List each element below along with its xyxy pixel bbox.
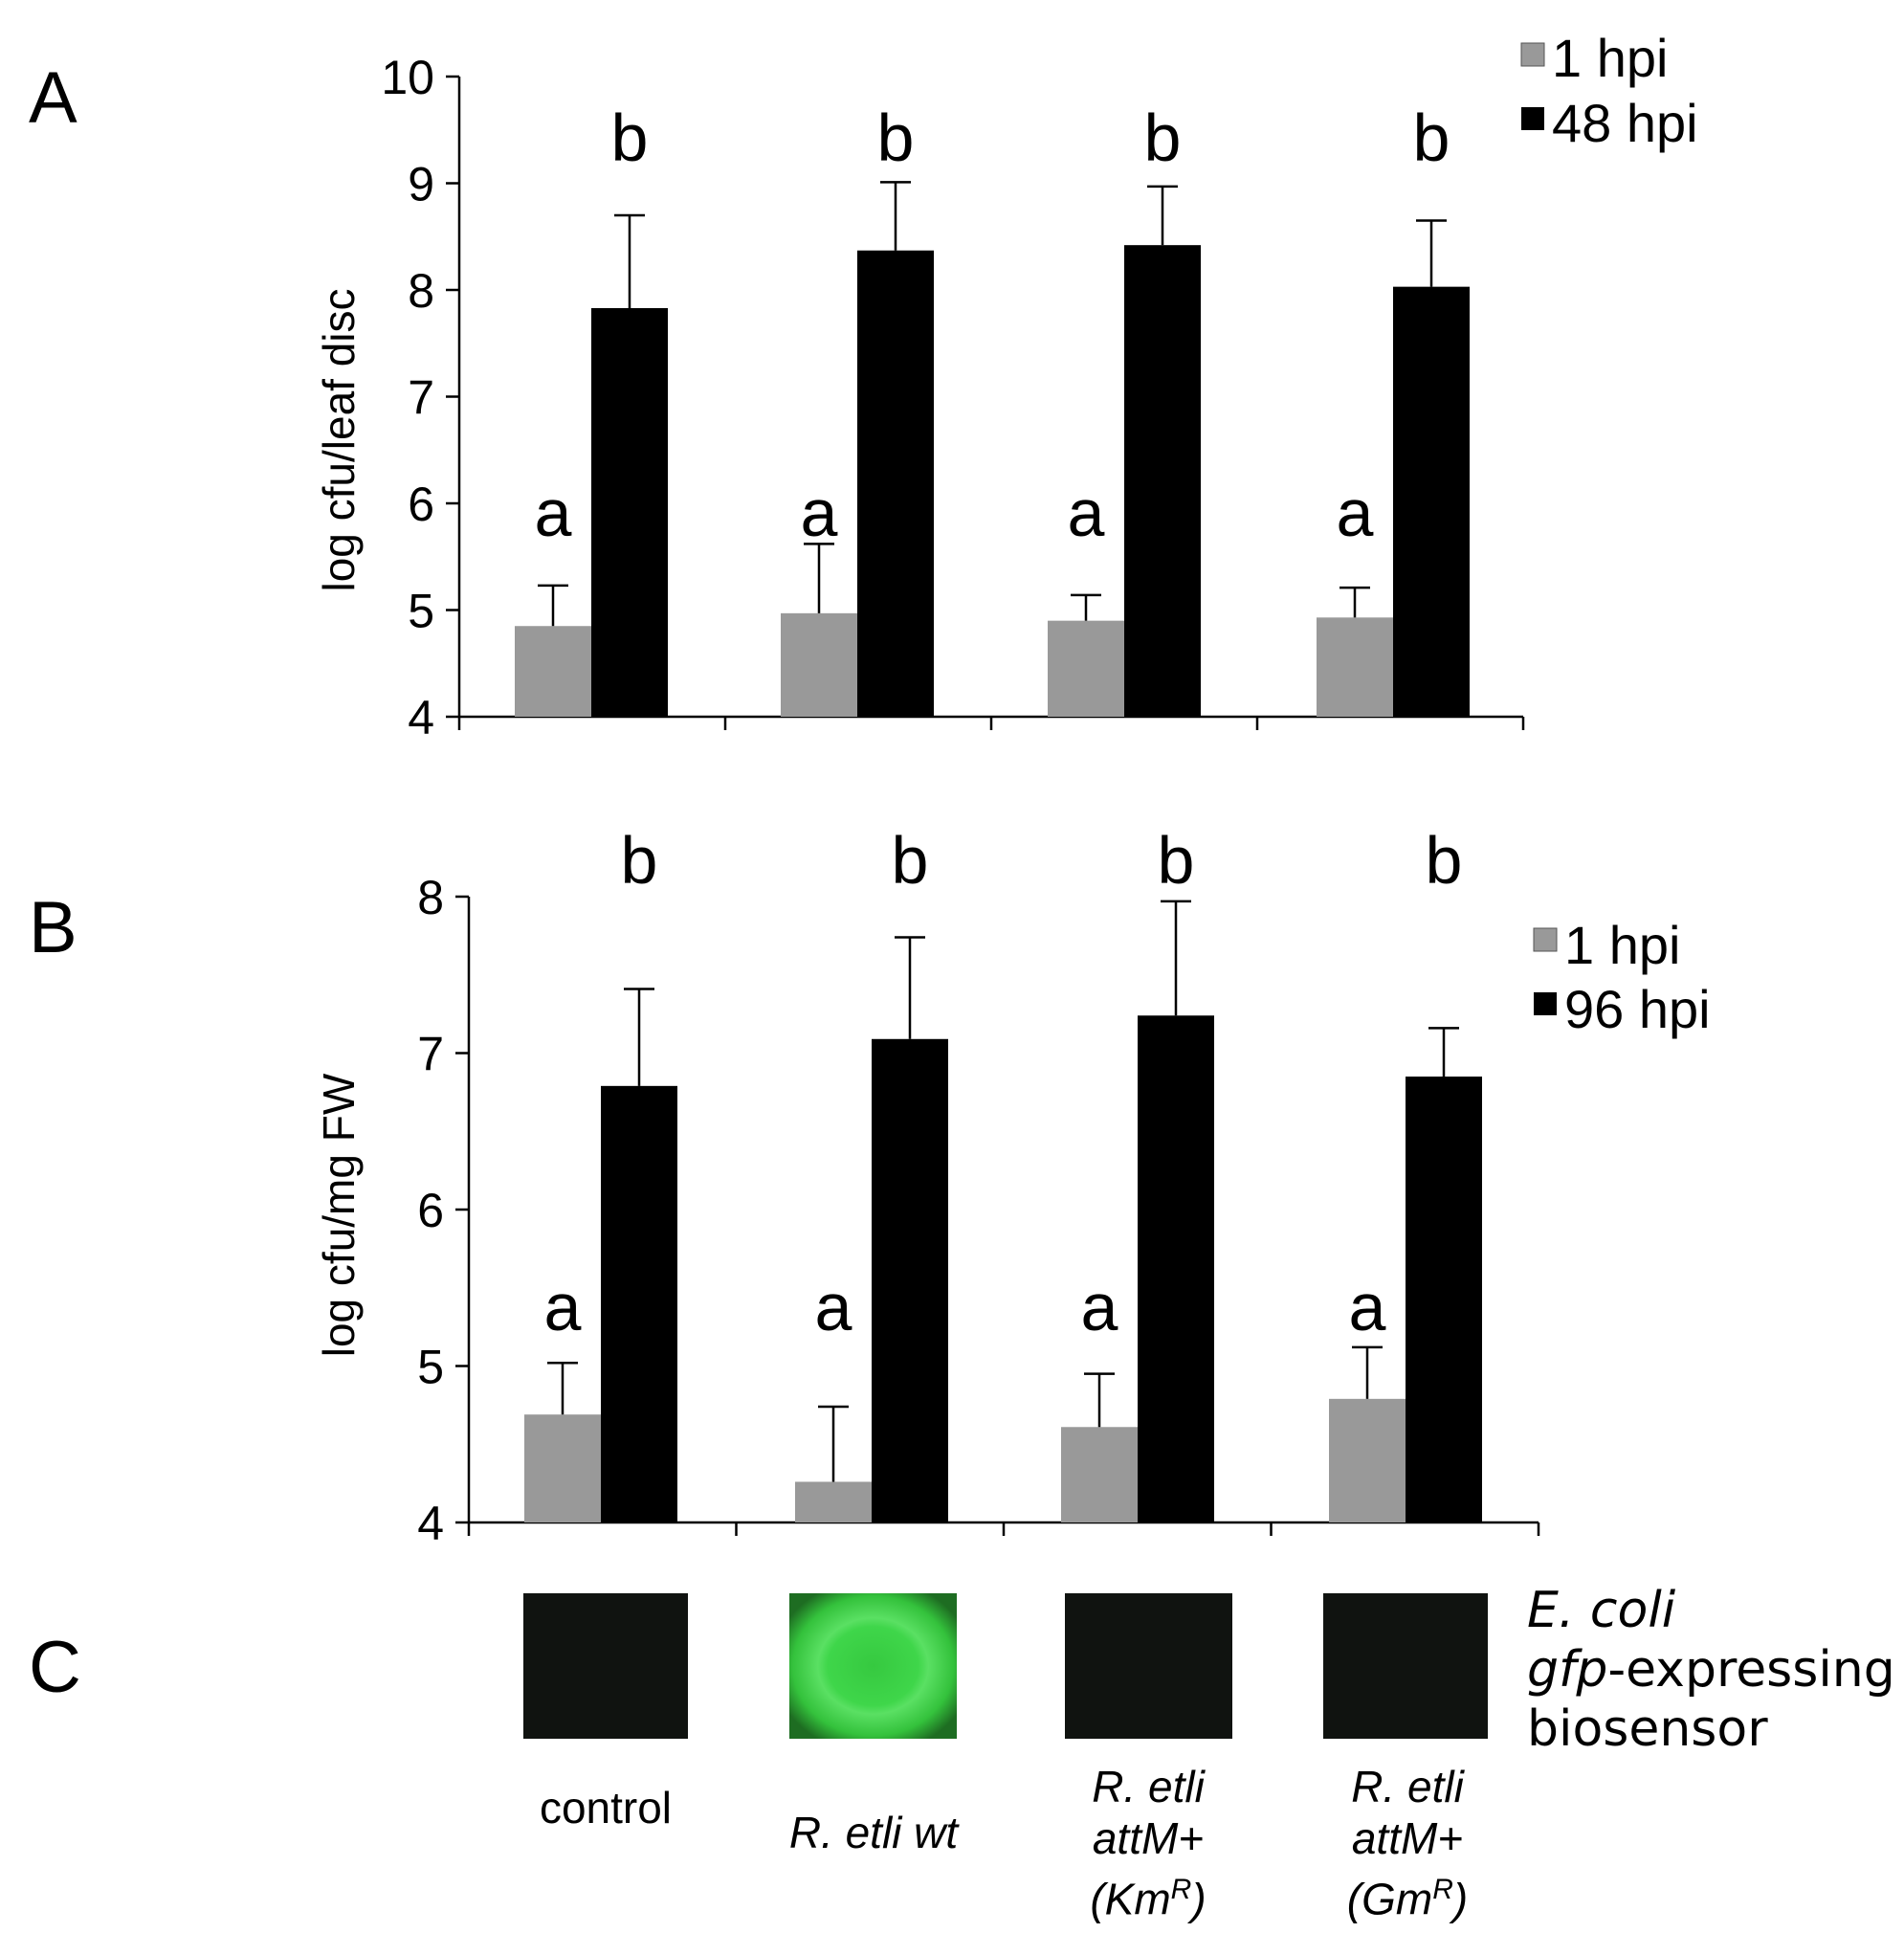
- biosensor-line-2-rest: -expressing: [1607, 1641, 1895, 1699]
- panel-letter-c: C: [29, 1627, 81, 1708]
- label-gm-line-2: attM+: [1351, 1813, 1464, 1863]
- bar-a-s2-g3: [1124, 245, 1201, 717]
- bar-b-s1-g3: [1061, 1427, 1138, 1522]
- bar-a-s1-g3: [1048, 620, 1124, 717]
- plate-control: [523, 1593, 688, 1739]
- bar-b-s2-g1: [601, 1085, 677, 1522]
- sig-letter-a-s2-g2: b: [877, 100, 915, 175]
- y-tick-label-a-7: 7: [408, 371, 434, 425]
- legend-label-a-1: 1 hpi: [1552, 28, 1668, 88]
- label-km-line-3: (KmR): [1024, 1864, 1273, 1924]
- biosensor-line-3: biosensor: [1527, 1700, 1768, 1758]
- legend-swatch-a-2: [1521, 107, 1544, 130]
- label-gm: R. etli attM+ (GmR): [1283, 1761, 1532, 1924]
- label-control: control: [481, 1782, 730, 1833]
- label-km-line-2: attM+: [1092, 1813, 1205, 1863]
- sig-letter-b-s2-g3: b: [1158, 823, 1195, 898]
- plate-wt-gfp: [789, 1593, 957, 1739]
- label-km-line-3-post: ): [1191, 1874, 1207, 1924]
- legend-label-b-2: 96 hpi: [1564, 979, 1711, 1039]
- label-wt-text: R. etli wt: [788, 1808, 959, 1857]
- y-tick-label-a-5: 5: [408, 585, 434, 638]
- bar-a-s1-g2: [781, 612, 857, 717]
- y-tick-label-b-7: 7: [417, 1028, 444, 1081]
- y-tick-label-a-8: 8: [408, 264, 434, 318]
- sig-letter-b-s2-g1: b: [621, 823, 658, 898]
- y-tick-label-a-6: 6: [408, 478, 434, 531]
- y-tick-label-a-4: 4: [408, 691, 434, 744]
- panel-letter-b: B: [29, 887, 77, 968]
- sig-letter-b-s1-g2: a: [815, 1270, 852, 1344]
- bar-b-s1-g1: [524, 1414, 601, 1522]
- biosensor-line-2: gfp-expressing: [1527, 1640, 1895, 1700]
- sig-letter-b-s1-g4: a: [1349, 1270, 1386, 1344]
- legend-swatch-a-1: [1520, 42, 1545, 67]
- label-control-text: control: [539, 1783, 673, 1833]
- label-km: R. etli attM+ (KmR): [1024, 1761, 1273, 1924]
- sig-letter-a-s1-g4: a: [1337, 476, 1374, 550]
- biosensor-line-1: E. coli: [1527, 1582, 1676, 1639]
- y-tick-label-b-5: 5: [417, 1341, 444, 1394]
- sig-letter-a-s1-g3: a: [1068, 476, 1105, 550]
- legend-swatch-b-2: [1534, 992, 1557, 1015]
- plate-gm: [1323, 1593, 1488, 1739]
- plate-km: [1065, 1593, 1232, 1739]
- chart-b: 4 5 6 7 8 a a a a b b b b: [417, 823, 1540, 1550]
- label-gm-sup: R: [1432, 1874, 1453, 1905]
- sig-letter-b-s2-g4: b: [1426, 823, 1463, 898]
- sig-letter-a-s2-g4: b: [1413, 100, 1450, 175]
- y-tick-label-b-4: 4: [417, 1497, 444, 1550]
- biosensor-gene: gfp: [1527, 1641, 1608, 1699]
- y-tick-label-a-10: 10: [381, 51, 434, 104]
- bar-a-s2-g1: [591, 307, 668, 717]
- label-gm-line-3-post: ): [1452, 1874, 1469, 1924]
- label-wt: R. etli wt: [749, 1807, 998, 1858]
- label-km-sup: R: [1170, 1874, 1192, 1905]
- biosensor-note: E. coli gfp-expressing biosensor: [1527, 1581, 1895, 1759]
- y-tick-label-b-6: 6: [417, 1184, 444, 1237]
- label-gm-line-3: (GmR): [1283, 1864, 1532, 1924]
- sig-letter-b-s1-g3: a: [1081, 1270, 1118, 1344]
- bar-b-s2-g3: [1138, 1015, 1214, 1522]
- legend-label-b-1: 1 hpi: [1564, 915, 1680, 975]
- sig-letter-a-s1-g1: a: [535, 476, 572, 550]
- sig-letter-a-s2-g3: b: [1144, 100, 1182, 175]
- chart-a: 4 5 6 7 8 9 10 a a a a b b b b: [381, 51, 1525, 744]
- y-tick-label-a-9: 9: [408, 158, 434, 211]
- bar-b-s2-g4: [1406, 1077, 1482, 1522]
- y-tick-label-b-8: 8: [417, 871, 444, 924]
- bar-a-s1-g4: [1317, 617, 1393, 717]
- sig-letter-a-s1-g2: a: [801, 476, 838, 550]
- sig-letter-b-s2-g2: b: [892, 823, 929, 898]
- label-km-line-3-pre: (Km: [1090, 1874, 1171, 1924]
- sig-letter-a-s2-g1: b: [611, 100, 649, 175]
- y-axis-title-a: log cfu/leaf disc: [314, 288, 364, 591]
- label-km-line-1: R. etli: [1092, 1762, 1205, 1811]
- sig-letter-b-s1-g1: a: [544, 1270, 582, 1344]
- bar-b-s2-g2: [872, 1038, 948, 1522]
- panel-letter-a: A: [29, 57, 77, 139]
- legend-swatch-b-1: [1533, 927, 1558, 952]
- bar-a-s1-g1: [515, 626, 591, 717]
- bar-b-s1-g4: [1329, 1398, 1406, 1522]
- y-axis-title-b: log cfu/mg FW: [314, 1073, 364, 1357]
- label-gm-line-1: R. etli: [1351, 1762, 1464, 1811]
- label-gm-line-3-pre: (Gm: [1346, 1874, 1433, 1924]
- bar-b-s1-g2: [795, 1481, 872, 1522]
- legend-label-a-2: 48 hpi: [1552, 93, 1698, 153]
- bar-a-s2-g4: [1393, 286, 1470, 717]
- bar-a-s2-g2: [857, 250, 934, 717]
